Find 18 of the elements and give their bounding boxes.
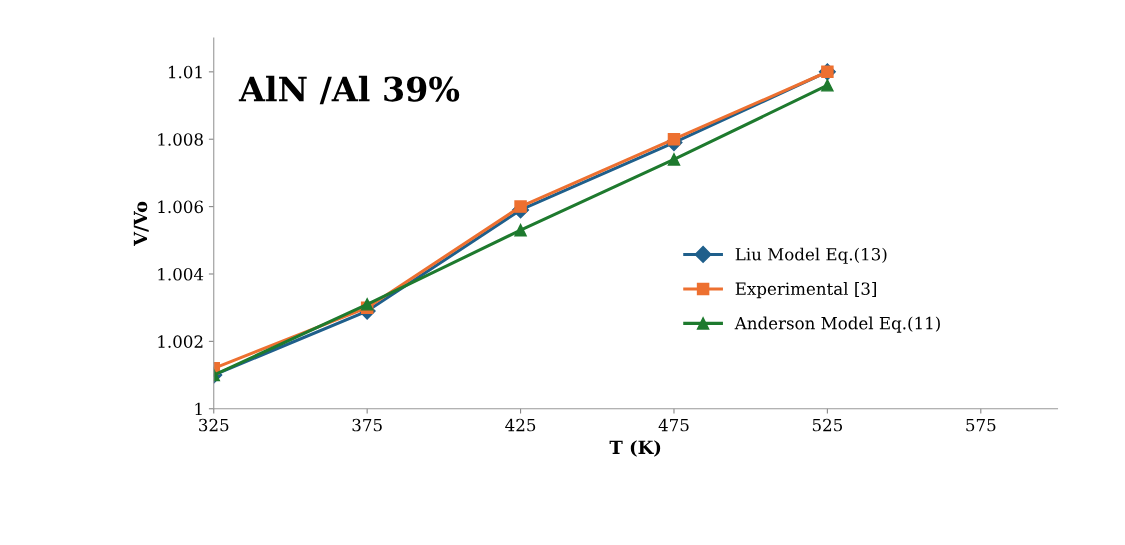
x-tick-label: 475 [658,418,689,432]
x-tick-label: 525 [812,418,843,432]
x-axis-title: T (K) [609,440,661,457]
y-tick-label: 1.01 [168,65,202,79]
y-tick-label: 1.004 [158,267,204,281]
y-tick-label: 1 [195,402,202,416]
legend-label: Experimental [3] [735,282,876,299]
y-tick-label: 1.006 [158,200,203,214]
x-tick-label: 375 [352,418,382,432]
annotation: AlN /Al 39% [238,75,460,105]
x-tick-label: 325 [199,418,229,432]
y-tick-label: 1.002 [158,335,203,348]
legend-label: Liu Model Eq.(13) [735,247,887,264]
legend-label: Anderson Model Eq.(11) [734,316,940,333]
y-tick-label: 1.008 [158,133,203,146]
x-tick-label: 425 [505,418,536,432]
y-axis-title: V/Vo [133,201,149,247]
x-tick-label: 575 [966,418,996,432]
